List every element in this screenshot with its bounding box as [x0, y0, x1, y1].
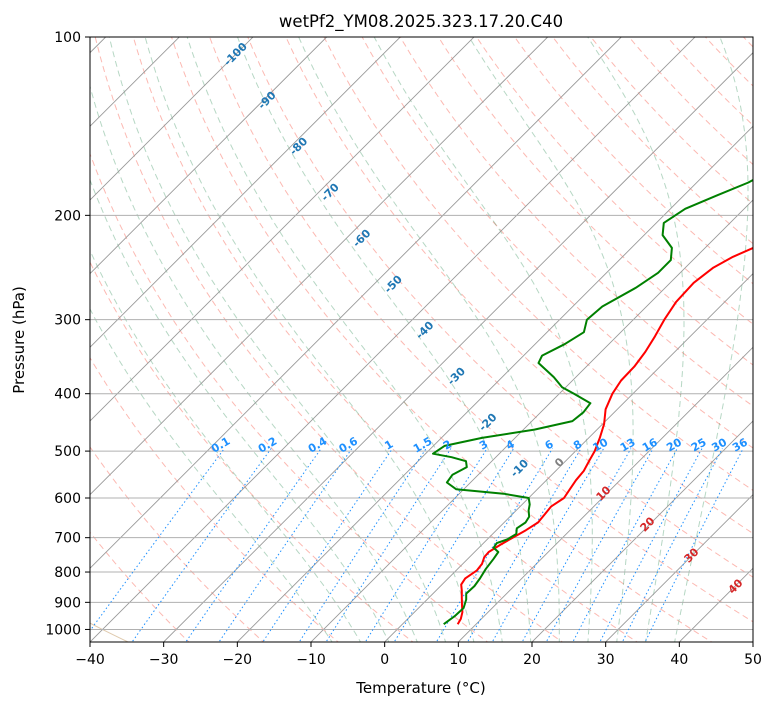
mixing-ratio-line [364, 448, 488, 642]
mixing-ratio-line [545, 448, 654, 642]
mixing-ratio-line [644, 448, 744, 642]
y-tick-label: 800 [54, 565, 81, 581]
dry-adiabat [247, 37, 753, 578]
isotherm [236, 125, 753, 642]
isotherm [310, 199, 753, 642]
dry-adiabat [399, 37, 753, 407]
mixing-ratio-line [325, 448, 452, 642]
isotherm [90, 37, 696, 642]
dewpoint-trace [432, 178, 753, 626]
x-tick-label: −30 [149, 652, 179, 668]
dry-adiabat [514, 37, 753, 285]
dry-adiabat [475, 37, 753, 325]
isotherm [531, 420, 753, 642]
isotherm [90, 37, 328, 275]
mixing-ratio-line [185, 448, 322, 642]
isotherm [383, 273, 753, 642]
mixing-ratio-line [218, 448, 353, 642]
sounding-traces [432, 178, 753, 626]
isotherm [457, 346, 753, 642]
dry-adiabat [209, 37, 753, 623]
dry-adiabat [90, 152, 489, 642]
x-tick-label: −10 [296, 652, 326, 668]
isotherm [604, 493, 753, 642]
dry-adiabat [90, 446, 265, 642]
y-tick-label: 500 [54, 444, 81, 460]
isotherm [90, 37, 549, 496]
isotherm [90, 37, 254, 201]
y-tick-label: 700 [54, 531, 81, 547]
y-tick-label: 100 [54, 30, 81, 46]
moist-adiabat [90, 84, 418, 642]
y-tick-label: 1000 [45, 622, 81, 638]
mixing-ratio-line [262, 448, 393, 642]
x-tick-label: −40 [75, 652, 105, 668]
y-tick-label: 400 [54, 387, 81, 403]
x-tick-label: 10 [449, 652, 467, 668]
dry-adiabat [628, 37, 753, 166]
isotherm [90, 37, 401, 348]
x-tick-label: −20 [223, 652, 253, 668]
isotherm [162, 52, 753, 642]
x-tick-label: 50 [744, 652, 762, 668]
moist-adiabat [90, 178, 390, 642]
x-tick-label: 30 [597, 652, 615, 668]
dry-adiabat [437, 37, 753, 366]
mixing-ratio-line [298, 448, 427, 642]
temperature-trace [456, 246, 753, 625]
dry-adiabat [171, 37, 713, 642]
dry-adiabat [90, 356, 339, 642]
dry-adiabat [361, 37, 753, 449]
dry-adiabat [590, 37, 753, 205]
mixing-ratio-line [521, 448, 632, 642]
moist-adiabat [90, 249, 362, 642]
dry-adiabat [132, 37, 638, 642]
dry-adiabat [285, 37, 753, 535]
x-tick-label: 0 [380, 652, 389, 668]
mixing-ratio-line [393, 448, 515, 642]
axes: −40 −30 −20 −10 0 10 20 30 40 50 100 200 300 400 500 60… [45, 30, 762, 668]
plot-frame [89, 36, 754, 643]
y-tick-label: 300 [54, 313, 81, 329]
y-tick-label: 600 [54, 491, 81, 507]
isotherm [90, 37, 622, 569]
isotherm [90, 37, 475, 422]
x-tick-label: 40 [670, 652, 688, 668]
y-tick-label: 900 [54, 595, 81, 611]
y-axis-label: Pressure (hPa) [10, 286, 28, 394]
dry-adiabat [90, 260, 414, 642]
y-tick-label: 200 [54, 208, 81, 224]
mixing-ratio-line [621, 448, 723, 642]
background-lines [90, 37, 753, 642]
chart-title: wetPf2_YM08.2025.323.17.20.C40 [279, 12, 563, 32]
x-axis-label: Temperature (°C) [355, 679, 485, 697]
mixing-ratio-line [131, 448, 272, 642]
dry-adiabat [94, 37, 564, 642]
mixing-ratio-line [466, 448, 582, 642]
x-tick-label: 20 [523, 652, 541, 668]
plot-background [90, 37, 753, 642]
